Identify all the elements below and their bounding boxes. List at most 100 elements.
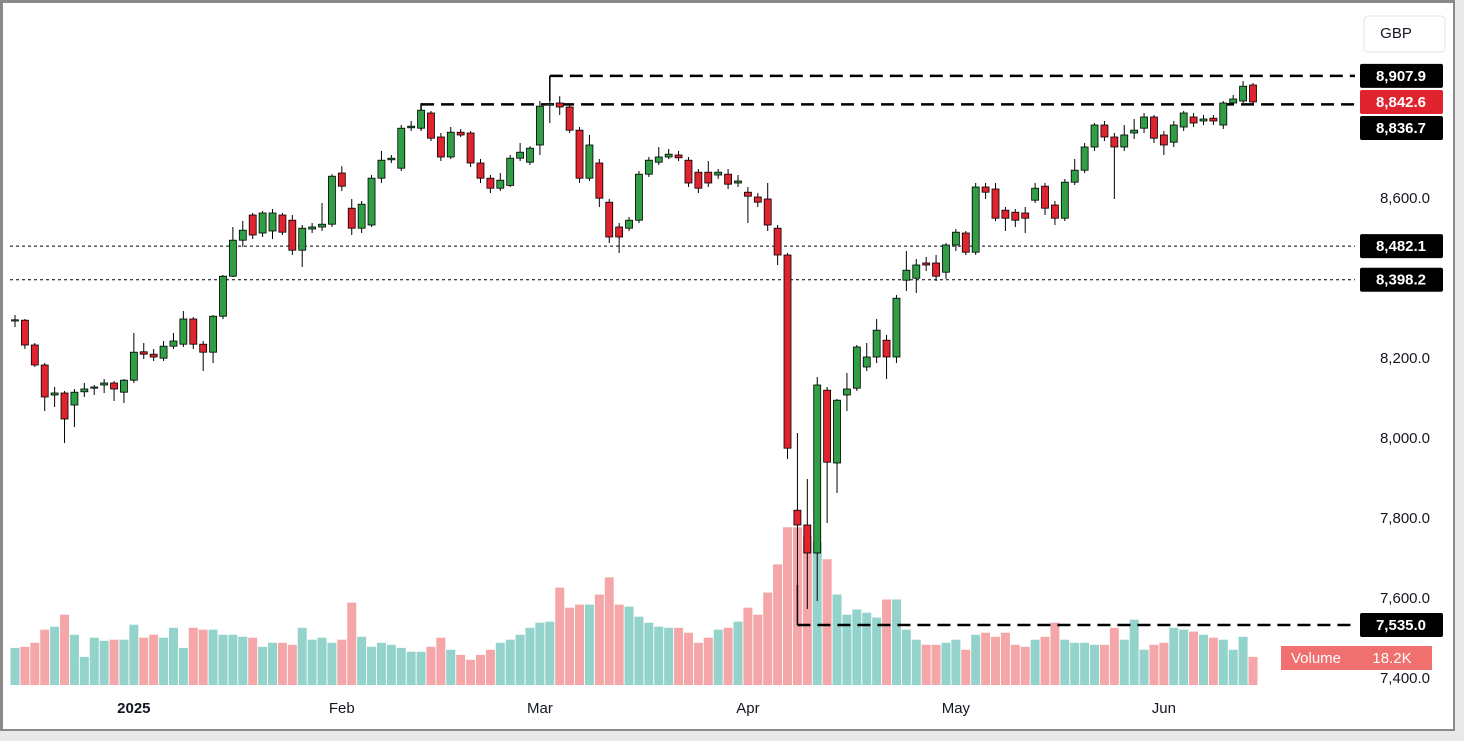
candle-body (318, 223, 326, 228)
volume-bar (1238, 636, 1248, 685)
outer-margin (1455, 0, 1464, 741)
candle-body (1179, 112, 1188, 128)
volume-bar (1119, 639, 1129, 685)
candle-body (219, 275, 227, 317)
candle-body (565, 106, 574, 131)
candle-body (179, 318, 188, 345)
volume-bar (872, 617, 882, 685)
volume-bar (575, 604, 585, 685)
candle-body (872, 329, 881, 358)
volume-bar (515, 634, 525, 685)
candle-body (1080, 146, 1089, 171)
volume-bar (1010, 644, 1020, 685)
candle-body (30, 344, 39, 366)
volume-bar (981, 632, 991, 685)
volume-bar (1030, 639, 1040, 685)
volume-bar (951, 639, 961, 685)
x-tick-label: Mar (527, 700, 553, 717)
volume-bar (1099, 644, 1109, 685)
volume-bar (1248, 656, 1258, 685)
candle-body (882, 339, 891, 358)
volume-bar (723, 627, 733, 685)
volume-bar (1060, 639, 1070, 685)
candle-body (100, 382, 109, 386)
y-tick-label: 8,200.0 (1380, 350, 1430, 367)
volume-bar (327, 642, 337, 685)
volume-bar (89, 637, 99, 685)
candle-body (149, 353, 158, 358)
candle-body (1090, 124, 1099, 148)
x-tick-label: Apr (736, 700, 759, 717)
price-label: 8,398.2 (1376, 272, 1426, 289)
candle-body (1169, 124, 1178, 143)
volume-bar (525, 627, 535, 685)
volume-bar (1090, 644, 1100, 685)
candle-body (347, 207, 356, 229)
volume-bar (10, 647, 20, 685)
x-tick-label: Jun (1152, 700, 1176, 717)
volume-bar (931, 644, 941, 685)
candle-body (1150, 116, 1158, 139)
candles (11, 75, 1257, 609)
volume-bar (1139, 649, 1149, 685)
candle-body (843, 388, 851, 396)
candle-body (21, 319, 29, 346)
candle-body (773, 227, 782, 256)
candle-body (1001, 209, 1010, 219)
candle-body (585, 144, 594, 179)
candle-body (942, 244, 950, 273)
volume-bar (109, 639, 119, 685)
volume-value-box (1352, 646, 1432, 670)
candle-body (120, 379, 128, 393)
volume-bar (426, 646, 436, 685)
candle-body (278, 214, 287, 233)
x-tick-label: May (942, 700, 971, 717)
volume-bar (594, 594, 604, 685)
volume-bar (436, 637, 446, 685)
volume-bar (376, 642, 386, 685)
volume-bar (634, 616, 644, 685)
candle-body (209, 315, 217, 353)
volume-bar (277, 642, 287, 685)
candle-body (50, 392, 59, 396)
y-tick-label: 7,800.0 (1380, 510, 1430, 527)
volume-bar (238, 636, 248, 685)
volume-bar (812, 542, 822, 685)
volume-pane (10, 527, 1258, 685)
volume-bar (832, 594, 842, 685)
volume-bar (911, 639, 921, 685)
outer-margin (0, 731, 1464, 741)
volume-bar (495, 642, 505, 685)
volume-bar (297, 627, 307, 685)
volume-bar (69, 634, 79, 685)
candle-body (981, 186, 990, 193)
candle-body (932, 262, 940, 277)
volume-bar (198, 629, 208, 685)
volume-bar (941, 642, 951, 685)
volume-bar (149, 634, 159, 685)
candle-body (1070, 169, 1079, 183)
price-label-box (1360, 115, 1443, 140)
volume-legend-box (1281, 646, 1352, 670)
candle-body (90, 386, 99, 389)
volume-bar (763, 592, 773, 685)
volume-bar (604, 577, 614, 685)
volume-bar (396, 647, 406, 685)
volume-bar (891, 599, 901, 685)
candle-body (1159, 134, 1168, 146)
volume-bar (1189, 631, 1199, 685)
candle-body (694, 171, 703, 189)
price-label: 8,482.1 (1376, 238, 1426, 255)
volume-bar (614, 604, 624, 685)
candle-body (268, 212, 277, 232)
y-tick-label: 8,600.0 (1380, 190, 1430, 207)
candle-body (486, 177, 495, 189)
volume-bar (30, 642, 40, 685)
candle-body (704, 171, 713, 184)
candle-body (1051, 204, 1059, 219)
candle-body (159, 345, 168, 359)
volume-bar (1070, 642, 1080, 685)
volume-bar (535, 622, 545, 685)
volume-bar (545, 621, 555, 685)
candle-body (526, 147, 534, 163)
